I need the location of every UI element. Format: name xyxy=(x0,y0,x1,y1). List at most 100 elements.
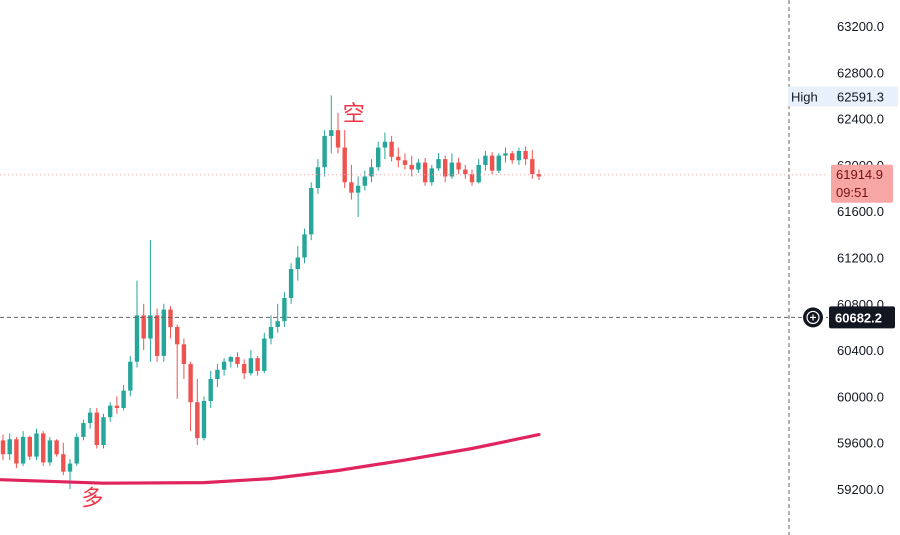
candle xyxy=(530,149,535,179)
candle xyxy=(389,135,394,162)
candle xyxy=(342,130,347,189)
candle-body xyxy=(47,440,53,463)
candle xyxy=(483,151,488,171)
candle-body xyxy=(315,167,321,189)
candle xyxy=(54,439,59,457)
candle xyxy=(295,245,300,281)
candle xyxy=(121,384,126,411)
candle xyxy=(282,292,287,327)
candle-body xyxy=(14,439,19,464)
candle xyxy=(355,176,361,217)
candle-body xyxy=(168,309,173,327)
candle-body xyxy=(396,156,401,161)
candle xyxy=(248,350,254,376)
candle-body xyxy=(309,188,314,235)
candle xyxy=(181,338,187,380)
candle xyxy=(87,407,93,429)
candle xyxy=(108,402,113,422)
candle xyxy=(27,435,32,461)
candle-body xyxy=(81,423,86,437)
candle-countdown: 09:51 xyxy=(836,185,869,200)
candle xyxy=(443,155,448,183)
candle-body xyxy=(188,363,193,403)
candle xyxy=(503,147,508,163)
candle xyxy=(20,431,26,466)
candle-body xyxy=(175,326,180,345)
candle xyxy=(101,413,106,449)
candle-body xyxy=(161,309,166,356)
candle-body xyxy=(288,269,294,299)
candle-body xyxy=(128,361,133,391)
candle xyxy=(215,363,220,388)
candle-body xyxy=(510,153,515,161)
candle xyxy=(208,370,213,408)
candle-body xyxy=(0,440,6,455)
candle xyxy=(335,112,341,154)
candle-body xyxy=(489,155,495,171)
candle xyxy=(7,433,12,461)
candle-body xyxy=(235,357,240,364)
candle xyxy=(469,169,475,186)
candle xyxy=(416,159,421,174)
candle-body xyxy=(208,379,213,402)
candle-body xyxy=(108,405,113,418)
candle xyxy=(148,240,153,362)
candle xyxy=(34,428,39,461)
candle xyxy=(309,182,314,241)
candle-body xyxy=(67,463,73,472)
candle xyxy=(255,355,260,376)
candle-body xyxy=(295,257,300,270)
long-signal-label: 多 xyxy=(81,487,103,512)
candle-body xyxy=(449,162,455,177)
candle-body xyxy=(87,412,93,424)
candle-body xyxy=(221,361,227,370)
candle-body xyxy=(329,130,334,136)
candle-body xyxy=(429,168,434,183)
candle-body xyxy=(496,155,501,171)
y-tick-label: 59600.0 xyxy=(837,436,884,451)
candle-body xyxy=(516,151,522,161)
candle xyxy=(322,130,327,177)
y-tick-label: 63200.0 xyxy=(837,19,884,34)
candle xyxy=(168,306,173,339)
candle xyxy=(94,407,99,449)
candle-body xyxy=(456,162,461,170)
short-signal-label: 空 xyxy=(343,102,365,127)
candle-body xyxy=(148,315,153,339)
candle xyxy=(456,157,461,175)
candle xyxy=(221,358,227,376)
y-tick-label: 59200.0 xyxy=(837,482,884,497)
candle xyxy=(141,303,146,351)
current-price-value: 61914.9 xyxy=(836,167,883,182)
candle-body xyxy=(536,174,542,177)
moving-average-line xyxy=(0,433,541,485)
candle-body xyxy=(362,176,367,186)
candle-body xyxy=(376,147,381,168)
candle xyxy=(134,280,140,368)
candle xyxy=(275,303,280,333)
crosshair-price-tag: 60682.2 xyxy=(803,306,895,329)
candle-body xyxy=(382,141,388,148)
candle xyxy=(349,164,354,200)
candle xyxy=(235,352,240,368)
candle-body xyxy=(342,147,347,183)
candle xyxy=(74,433,79,466)
candle xyxy=(382,132,388,160)
candle-body xyxy=(302,234,307,258)
candle xyxy=(516,147,522,165)
candle-body xyxy=(215,369,220,380)
candle-body xyxy=(335,130,341,148)
candle-body xyxy=(530,159,535,175)
y-tick-label: 61600.0 xyxy=(837,204,884,219)
candle xyxy=(409,155,414,177)
candle-body xyxy=(195,402,200,439)
candle xyxy=(242,359,247,380)
candle-body xyxy=(483,155,488,165)
candle xyxy=(302,228,307,264)
candle-body xyxy=(369,167,374,177)
candle xyxy=(315,159,321,194)
candle-body xyxy=(349,182,354,193)
candle xyxy=(201,396,207,441)
current-price-tag: 61914.9 09:51 xyxy=(831,164,893,203)
